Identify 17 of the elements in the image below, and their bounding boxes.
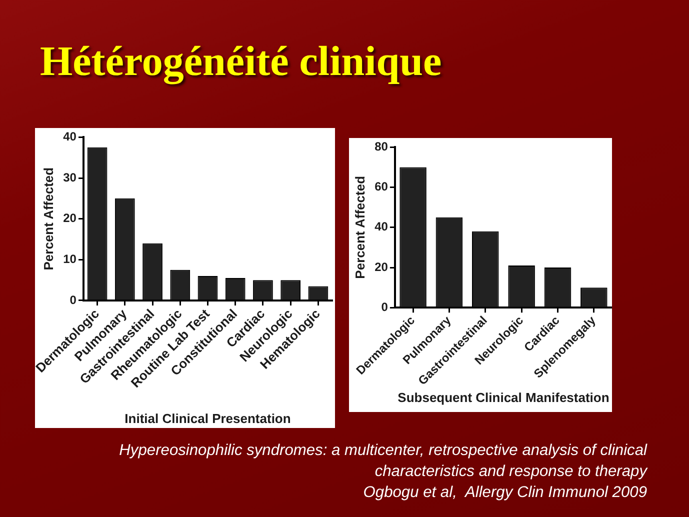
y-tick-label: 0 (381, 300, 388, 314)
y-tick-label: 20 (63, 211, 77, 226)
x-axis-title: Initial Clinical Presentation (124, 410, 291, 426)
y-tick-label: 40 (374, 220, 388, 234)
y-tick-label: 80 (374, 140, 388, 154)
y-axis-title: Percent Affected (40, 167, 56, 270)
y-tick-label: 0 (70, 292, 77, 307)
y-axis-title: Percent Affected (352, 176, 368, 279)
y-tick-label: 40 (63, 130, 77, 144)
x-axis-title: Subsequent Clinical Manifestation (398, 390, 610, 405)
y-tick-label: 60 (374, 180, 388, 194)
text: Ogbogu et al, Allergy Clin Immunol 2009 (362, 483, 647, 503)
y-tick-label: 20 (374, 260, 388, 274)
y-tick-label: 10 (63, 252, 77, 266)
text: Hypereosinophilic syndromes: a multicenter, retrospective analysis of clinical characteristics and response to therapy (118, 441, 647, 482)
chart-title: Hétérogénéité clinique (40, 38, 442, 86)
y-tick-label: 30 (63, 170, 77, 184)
